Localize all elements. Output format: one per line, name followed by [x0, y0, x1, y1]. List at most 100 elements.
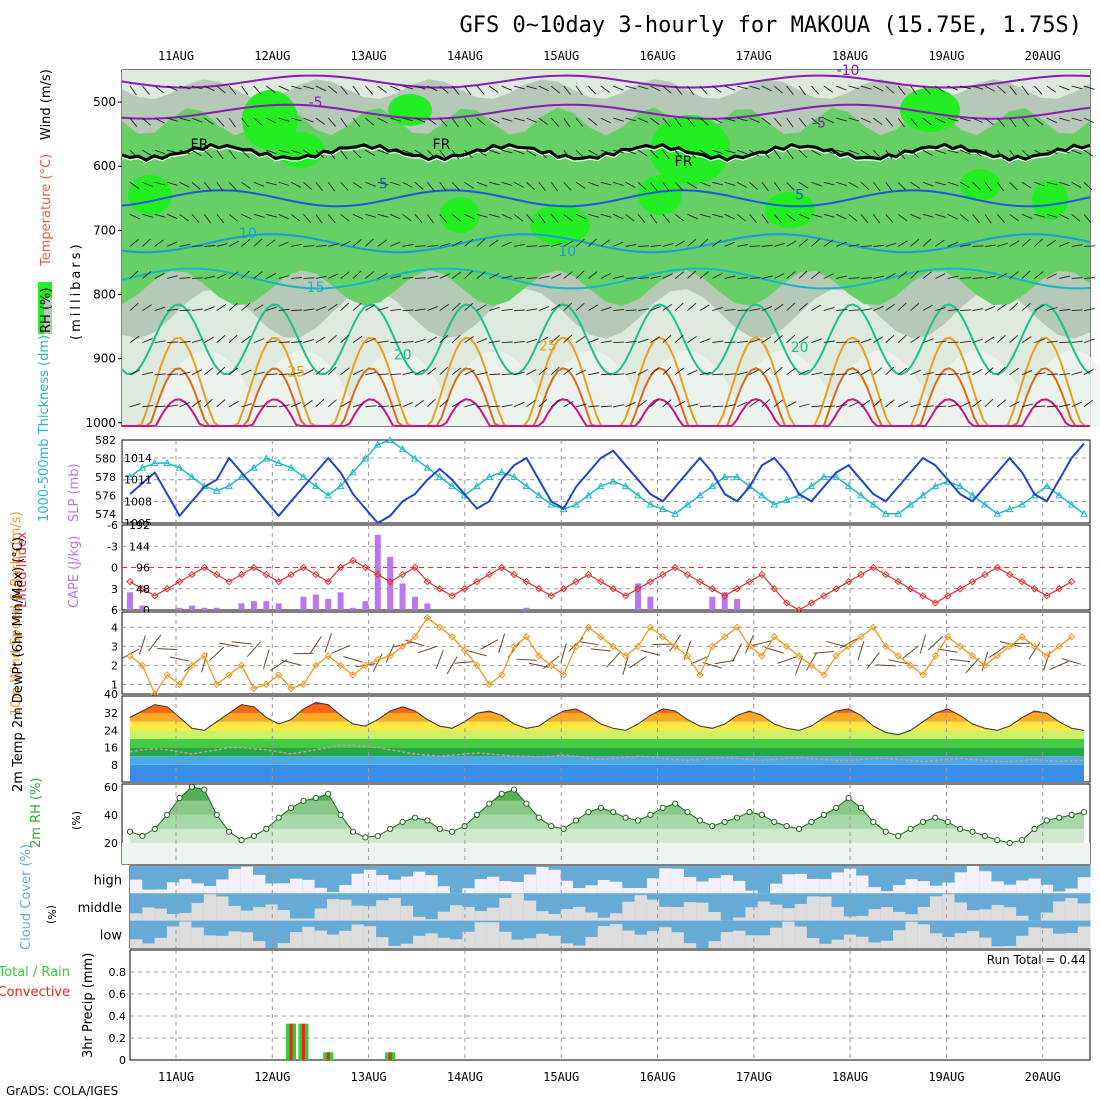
wind-barb: [637, 117, 649, 123]
rh-point: [287, 804, 295, 811]
cloud-clear: [917, 906, 931, 921]
wind-barb-10m: [480, 639, 499, 650]
wind-barb: [897, 149, 906, 160]
wind-barb: [278, 373, 290, 376]
wind-barb: [687, 85, 695, 96]
wind-barb: [228, 302, 238, 311]
wind-barb: [650, 85, 661, 92]
wind-barb: [154, 306, 166, 311]
wind-barb: [885, 242, 897, 247]
rh-point: [994, 837, 1001, 844]
cloud-cell: [388, 920, 402, 948]
wind-barb: [848, 149, 860, 155]
rh-point: [1043, 817, 1050, 824]
wind-speed-point: [324, 652, 332, 660]
cloud-clear: [856, 936, 869, 948]
rh-point: [213, 811, 220, 818]
wind-speed-point: [237, 661, 246, 670]
wind-barb: [390, 341, 402, 344]
wind-barb: [228, 213, 238, 222]
wind-barb: [736, 181, 747, 188]
wind-barb: [922, 85, 931, 95]
wind-barb: [959, 117, 971, 122]
wind-barb-10m: [629, 656, 647, 669]
wind-barb: [811, 304, 822, 311]
wind-barb: [166, 85, 178, 91]
lifted-index-point: [944, 592, 952, 600]
cloud-clear: [240, 910, 254, 921]
cloud-clear: [351, 873, 365, 894]
precip-bar-convective: [388, 1052, 392, 1060]
cloud-clear: [794, 903, 808, 921]
lifted-index-point: [882, 570, 890, 579]
rh-point: [981, 832, 988, 840]
lifted-index-point: [299, 563, 308, 572]
wind-barb: [761, 117, 771, 126]
wind-barb: [526, 338, 538, 344]
cloud-clear: [142, 907, 156, 921]
wind-barb: [451, 85, 460, 95]
wind-barb: [935, 405, 947, 408]
thickness-point: [758, 491, 766, 499]
cloud-clear: [1040, 928, 1054, 948]
wind-barb: [1071, 244, 1083, 247]
wind-barb: [563, 334, 573, 343]
wind-barb: [588, 338, 599, 344]
wind-speed-point: [299, 680, 308, 689]
cloud-clear: [819, 943, 833, 948]
wind-barb: [674, 334, 684, 343]
cloud-clear: [302, 879, 316, 894]
lifted-index-point: [151, 592, 159, 600]
wind-barb: [191, 245, 203, 247]
cloud-clear: [302, 918, 316, 921]
wind-barb: [179, 85, 191, 90]
wind-barb-10m: [606, 652, 621, 668]
cape-bar: [127, 592, 133, 610]
cloud-clear: [277, 883, 291, 894]
wind-barb-10m: [148, 634, 162, 652]
wind-barb: [687, 213, 698, 220]
profile-axis-labels: RH (%) Temperature (°C) Wind (m/s) (mill…: [38, 69, 84, 340]
cloud-clear: [942, 894, 956, 921]
wind-barb: [514, 340, 526, 344]
cloud-clear: [326, 934, 340, 948]
wind-barb: [167, 404, 179, 408]
date-label-bottom: 17AUG: [736, 1070, 772, 1084]
thickness-line: [129, 439, 1085, 515]
wind-barb: [550, 214, 559, 223]
wind-barb: [1009, 240, 1020, 247]
wind-barb: [997, 303, 1007, 311]
wind-barb: [303, 308, 315, 311]
wind-barb: [414, 369, 425, 376]
cloud-clear: [130, 913, 143, 921]
wind-barb: [167, 117, 178, 122]
cloud-clear: [363, 869, 377, 894]
tick-label-li: 6: [111, 604, 118, 617]
lifted-index-point: [374, 570, 382, 579]
wind-barb: [365, 238, 374, 247]
cloud-cell: [314, 866, 328, 894]
wind-barb: [625, 340, 637, 344]
wind-barb-10m: [1049, 660, 1069, 670]
wind-speed-point: [968, 652, 977, 660]
cloud-clear: [622, 888, 636, 894]
wind-barb: [216, 366, 226, 376]
cloud-clear: [880, 891, 894, 894]
wind-barb: [786, 117, 794, 128]
wind-barb: [377, 340, 389, 344]
wind-barb: [910, 149, 920, 158]
wind-barb: [1059, 341, 1071, 344]
wind-barb: [798, 213, 810, 220]
wind-barb: [303, 338, 315, 344]
wind-barb: [1046, 307, 1058, 311]
cloud-clear: [708, 941, 722, 948]
wind-barb: [352, 213, 364, 220]
cloud-clear: [745, 907, 759, 921]
wind-barb: [426, 181, 435, 192]
wind-barb: [439, 149, 447, 160]
wind-barb: [1071, 181, 1082, 189]
wind-barb: [996, 85, 1006, 94]
wind-barb: [414, 399, 425, 408]
wind-barb: [427, 244, 439, 247]
wind-barb: [278, 308, 290, 311]
